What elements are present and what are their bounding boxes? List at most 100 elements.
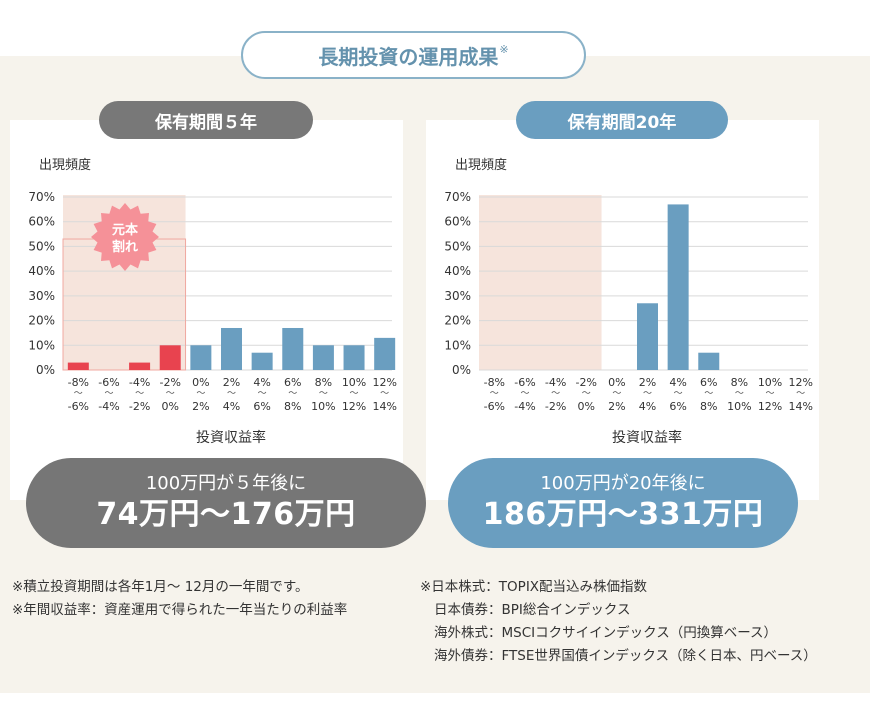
y-tick-label: 0% (452, 363, 471, 377)
result-5y-line1: 100万円が５年後に (145, 473, 307, 494)
loss-badge-line2: 割れ (112, 239, 138, 255)
x-tick-label-bottom: 14% (788, 400, 812, 413)
note-right-4: 海外債券：FTSE世界国債インデックス（除く日本、円ベース） (434, 648, 817, 664)
x-tick-label-bottom: 6% (253, 400, 270, 413)
x-tick-tilde: 〜 (520, 389, 529, 399)
x-tick-label-top: 4% (669, 376, 686, 389)
result-5y-range: 74万円〜176万円 (96, 497, 356, 532)
x-tick-tilde: 〜 (766, 389, 775, 399)
x-tick-label-top: 10% (758, 376, 782, 389)
panel-title-20y: 保有期間20年 (516, 101, 728, 139)
bar (312, 345, 334, 370)
x-tick-label-bottom: 12% (758, 400, 782, 413)
y-tick-label: 60% (28, 215, 55, 229)
x-tick-label-bottom: 14% (372, 400, 396, 413)
loss-badge-line1: 元本 (112, 222, 138, 238)
panel-title-5y-text: 保有期間５年 (155, 112, 257, 133)
y-tick-label: 20% (28, 314, 55, 328)
bar (221, 327, 242, 370)
y-tick-label: 70% (28, 190, 55, 204)
x-tick-tilde: 〜 (380, 389, 389, 399)
x-tick-label-top: 2% (639, 376, 656, 389)
note-right-3: 海外株式：MSCIコクサイインデックス（円換算ベース） (434, 625, 778, 641)
x-tick-tilde: 〜 (735, 389, 744, 399)
chart-20y: 出現頻度0%10%20%30%40%50%60%70%-8%〜-6%-6%〜-4… (444, 157, 813, 446)
x-tick-tilde: 〜 (674, 389, 683, 399)
notes-right: ※日本株式：TOPIX配当込み株価指数 日本債券：BPI総合インデックス 海外株… (420, 576, 817, 668)
x-tick-tilde: 〜 (74, 389, 83, 399)
panel-title-5y: 保有期間５年 (99, 101, 313, 139)
bar (374, 337, 396, 370)
bar (282, 327, 304, 370)
x-tick-label-top: 12% (788, 376, 812, 389)
x-tick-tilde: 〜 (166, 389, 175, 399)
y-tick-label: 40% (28, 264, 55, 278)
x-tick-label-top: 10% (342, 376, 366, 389)
y-tick-label: 50% (444, 239, 471, 253)
x-tick-label-bottom: 10% (311, 400, 335, 413)
x-tick-label-bottom: 2% (192, 400, 209, 413)
x-tick-label-top: 8% (315, 376, 332, 389)
y-axis-label: 出現頻度 (455, 157, 507, 173)
note-right-1: ※日本株式：TOPIX配当込み株価指数 (420, 579, 648, 595)
x-tick-label-top: 12% (372, 376, 396, 389)
note-left-2: ※年間収益率：資産運用で得られた一年当たりの利益率 (12, 602, 348, 618)
y-tick-label: 10% (444, 338, 471, 352)
note-right-2: 日本債券：BPI総合インデックス (434, 602, 631, 618)
x-tick-tilde: 〜 (582, 389, 591, 399)
y-tick-label: 10% (28, 338, 55, 352)
y-tick-label: 0% (36, 363, 55, 377)
y-tick-label: 30% (444, 289, 471, 303)
x-tick-tilde: 〜 (643, 389, 652, 399)
x-tick-tilde: 〜 (196, 389, 205, 399)
y-tick-label: 40% (444, 264, 471, 278)
x-tick-tilde: 〜 (490, 389, 499, 399)
page-title-text: 長期投資の運用成果 (318, 44, 499, 69)
x-tick-label-top: 0% (192, 376, 209, 389)
x-tick-label-top: -2% (160, 376, 181, 389)
result-20y-line1: 100万円が20年後に (540, 473, 706, 494)
bar (343, 345, 365, 370)
y-tick-label: 50% (28, 239, 55, 253)
x-tick-label-top: -8% (68, 376, 89, 389)
x-tick-label-bottom: 0% (162, 400, 179, 413)
x-tick-label-bottom: -2% (545, 400, 566, 413)
chart-panel-20y: 出現頻度 0% 10% 20% 30% 40% 50% 60% 70% -8% 〜 -6% -6% 〜 -4… (426, 120, 819, 500)
bar (637, 303, 658, 370)
x-axis-label: 投資収益率 (612, 429, 682, 446)
x-tick-label-top: 8% (731, 376, 748, 389)
x-tick-tilde: 〜 (704, 389, 713, 399)
x-tick-label-bottom: 0% (578, 400, 595, 413)
result-5y: 100万円が５年後に 74万円〜176万円 (26, 458, 426, 548)
y-axis-label: 出現頻度 (39, 157, 91, 173)
result-20y-range: 186万円〜331万円 (482, 497, 764, 532)
x-tick-tilde: 〜 (796, 389, 805, 399)
x-tick-tilde: 〜 (135, 389, 144, 399)
loss-region-shade (479, 195, 602, 370)
y-tick-label: 70% (444, 190, 471, 204)
x-tick-label-bottom: -4% (514, 400, 535, 413)
x-tick-tilde: 〜 (612, 389, 621, 399)
x-tick-label-top: 6% (700, 376, 717, 389)
x-tick-label-bottom: -6% (68, 400, 89, 413)
x-tick-label-top: -4% (129, 376, 150, 389)
x-tick-label-top: -2% (576, 376, 597, 389)
notes-left: ※積立投資期間は各年1月〜 12月の一年間です。 ※年間収益率：資産運用で得られ… (12, 576, 347, 622)
x-tick-label-top: -6% (98, 376, 119, 389)
bar (159, 345, 181, 370)
x-axis-label: 投資収益率 (196, 429, 266, 446)
y-tick-label: 20% (444, 314, 471, 328)
x-tick-label-bottom: 12% (342, 400, 366, 413)
bar (251, 352, 273, 370)
bar (698, 352, 720, 370)
x-tick-label-top: 2% (223, 376, 240, 389)
page-title: 長期投資の運用成果 ※ (241, 31, 586, 79)
x-tick-label-bottom: 8% (700, 400, 717, 413)
x-tick-label-bottom: 10% (727, 400, 751, 413)
x-tick-label-bottom: 6% (669, 400, 686, 413)
x-tick-tilde: 〜 (319, 389, 328, 399)
x-tick-label-top: 4% (253, 376, 270, 389)
x-tick-label-bottom: 4% (223, 400, 240, 413)
x-tick-label-top: 0% (608, 376, 625, 389)
panel-title-20y-text: 保有期間20年 (567, 112, 677, 133)
